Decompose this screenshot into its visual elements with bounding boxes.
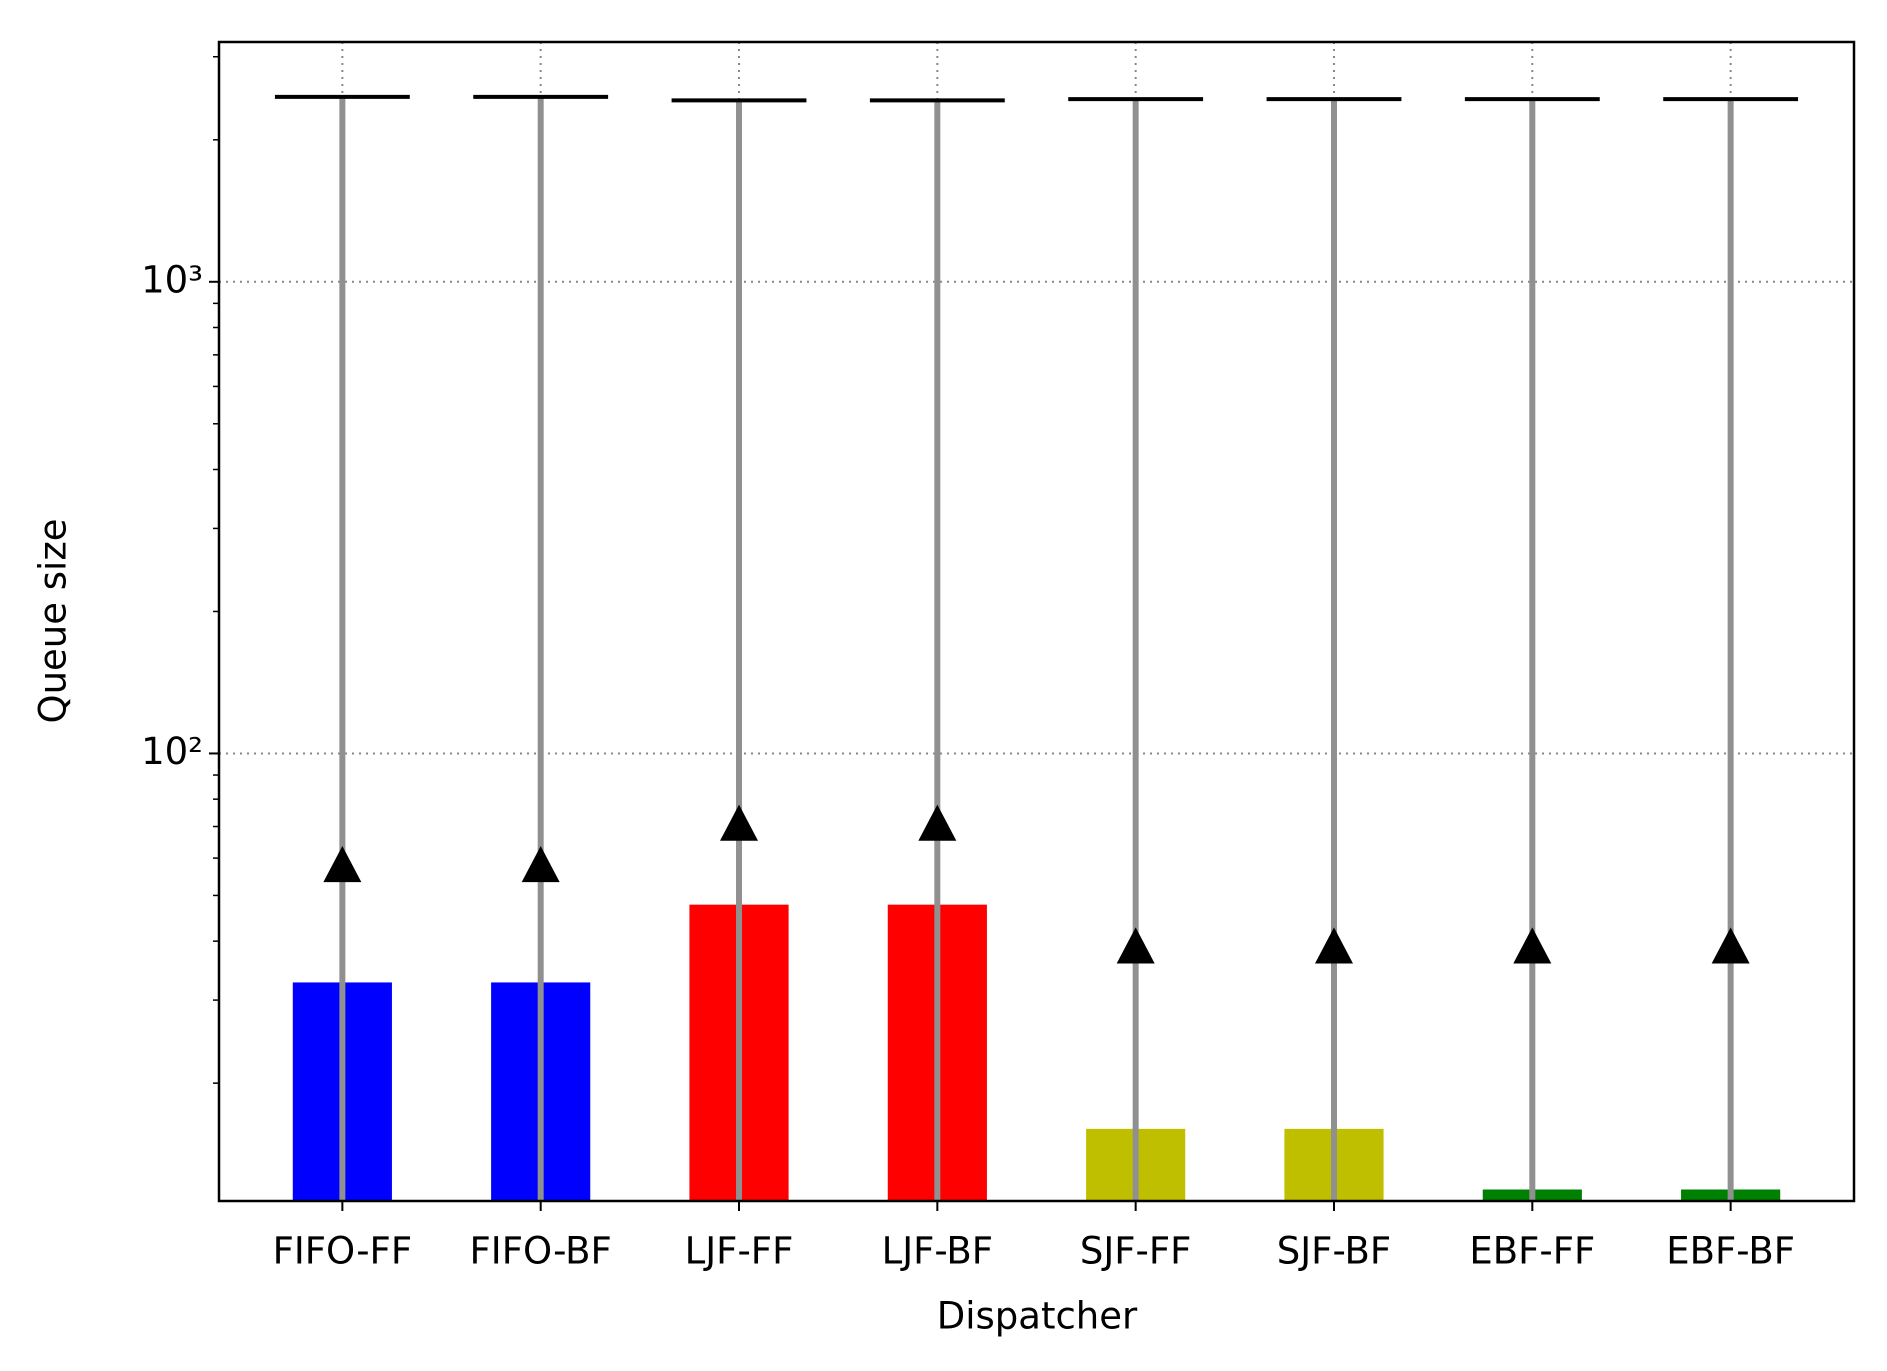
- x-axis-label: Dispatcher: [937, 1295, 1138, 1338]
- mean-marker: [323, 846, 362, 883]
- x-tick-label: SJF-BF: [1277, 1230, 1391, 1273]
- x-tick-label: EBF-BF: [1666, 1230, 1795, 1273]
- mean-marker: [918, 804, 957, 841]
- mean-marker: [1711, 927, 1750, 964]
- plot-frame: [217, 40, 1856, 1203]
- mean-marker: [521, 846, 560, 883]
- x-tick-label: LJF-FF: [685, 1230, 794, 1273]
- x-tick-label: SJF-FF: [1080, 1230, 1192, 1273]
- y-tick-label: 10²: [141, 730, 203, 773]
- y-axis-label: Queue size: [32, 518, 75, 723]
- x-tick-label: LJF-BF: [882, 1230, 994, 1273]
- mean-marker: [1116, 927, 1155, 964]
- mean-marker: [720, 804, 759, 841]
- x-tick-label: FIFO-FF: [273, 1230, 413, 1273]
- y-tick-label: 10³: [141, 258, 203, 301]
- x-tick-label: EBF-FF: [1469, 1230, 1595, 1273]
- mean-marker: [1513, 927, 1552, 964]
- mean-marker: [1314, 927, 1353, 964]
- x-tick-label: FIFO-BF: [470, 1230, 612, 1273]
